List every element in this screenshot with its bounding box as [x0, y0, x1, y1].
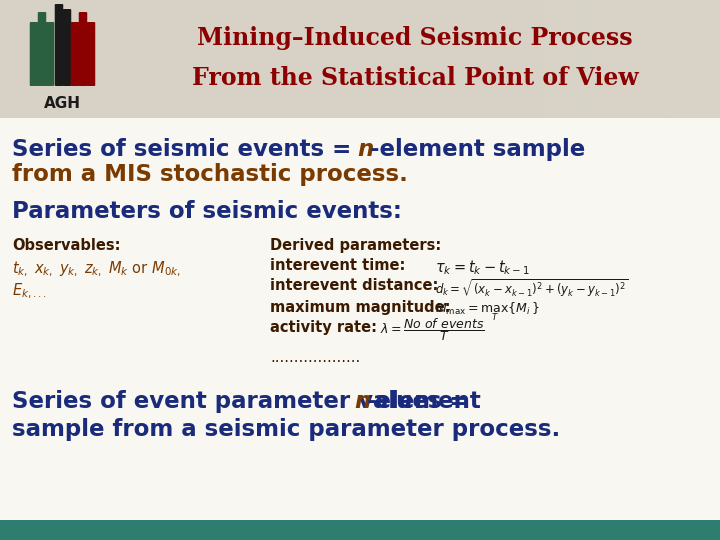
Text: activity rate:: activity rate:	[270, 320, 377, 335]
FancyBboxPatch shape	[46, 22, 54, 86]
Text: interevent time:: interevent time:	[270, 258, 405, 273]
Text: Series of seismic events =: Series of seismic events =	[12, 138, 359, 161]
Text: $d_k=\sqrt{(x_k-x_{k-1})^2+(y_k-y_{k-1})^2}$: $d_k=\sqrt{(x_k-x_{k-1})^2+(y_k-y_{k-1})…	[435, 278, 629, 300]
FancyBboxPatch shape	[63, 9, 71, 86]
Text: ...................: ...................	[270, 350, 360, 365]
FancyBboxPatch shape	[71, 22, 79, 86]
Text: $t_{k,}\ x_{k,}\ y_{k,}\ z_{k,}\ M_k\ $or $M_{0k,}$: $t_{k,}\ x_{k,}\ y_{k,}\ z_{k,}\ M_k\ $o…	[12, 260, 181, 279]
Text: $M_{\rm max}=\max_T\{M_i\}$: $M_{\rm max}=\max_T\{M_i\}$	[435, 300, 540, 322]
Text: maximum magnitude:: maximum magnitude:	[270, 300, 451, 315]
Text: Series of event parameter values =: Series of event parameter values =	[12, 390, 477, 413]
Text: Derived parameters:: Derived parameters:	[270, 238, 441, 253]
Text: $\tau_k=t_k-t_{k-1}$: $\tau_k=t_k-t_{k-1}$	[435, 258, 530, 276]
FancyBboxPatch shape	[86, 22, 95, 86]
FancyBboxPatch shape	[37, 12, 46, 86]
Text: from a MIS stochastic process.: from a MIS stochastic process.	[12, 163, 408, 186]
Text: $\lambda=\dfrac{No\ of\ events}{T}$: $\lambda=\dfrac{No\ of\ events}{T}$	[380, 316, 485, 343]
FancyBboxPatch shape	[30, 22, 38, 86]
Text: Observables:: Observables:	[12, 238, 120, 253]
FancyBboxPatch shape	[55, 4, 63, 86]
Text: n: n	[354, 390, 370, 413]
Text: interevent distance:: interevent distance:	[270, 278, 438, 293]
Text: From the Statistical Point of View: From the Statistical Point of View	[192, 66, 639, 90]
FancyBboxPatch shape	[78, 12, 87, 86]
Text: Parameters of seismic events:: Parameters of seismic events:	[12, 200, 402, 223]
Text: $E_{k,...}$: $E_{k,...}$	[12, 282, 47, 301]
Text: n: n	[357, 138, 373, 161]
Text: -element sample: -element sample	[370, 138, 585, 161]
Bar	[0, 0, 720, 118]
Bar	[0, 520, 720, 540]
Text: AGH: AGH	[43, 96, 81, 111]
Text: -element: -element	[367, 390, 482, 413]
Text: Mining–Induced Seismic Process: Mining–Induced Seismic Process	[197, 26, 633, 50]
Text: sample from a seismic parameter process.: sample from a seismic parameter process.	[12, 418, 560, 441]
